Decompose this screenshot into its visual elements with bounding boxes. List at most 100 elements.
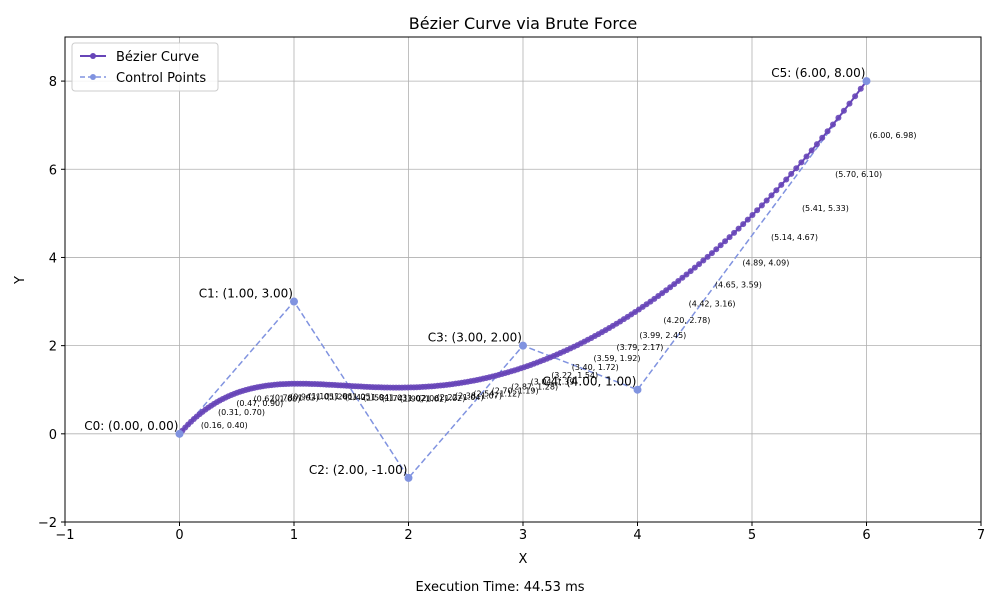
legend-curve-label: Bézier Curve (116, 50, 199, 65)
point-annotation: (5.41, 5.33) (802, 204, 849, 213)
x-tick-label: 1 (290, 528, 298, 543)
point-annotation: (1.74, 1.02) (382, 394, 429, 403)
x-tick-label: 2 (404, 528, 412, 543)
bezier-curve-point (824, 128, 831, 135)
point-annotation: (4.89, 4.09) (742, 258, 789, 267)
bezier-curve-point (740, 221, 747, 228)
execution-time: Execution Time: 44.53 ms (415, 580, 585, 595)
legend-control-label: Control Points (116, 71, 206, 86)
point-annotation: (0.62, 1.00) (253, 395, 300, 404)
bezier-curve-point (708, 250, 715, 257)
bezier-curve-point (857, 85, 864, 92)
point-annotation: (3.04, 1.39) (531, 378, 578, 387)
bezier-curve-point (713, 246, 720, 253)
legend-box (71, 42, 219, 92)
bezier-curve-point (835, 114, 842, 121)
bezier-curve-point (803, 153, 810, 160)
bezier-curve-point (731, 229, 738, 236)
x-tick-label: 3 (519, 528, 527, 543)
bezier-curve-point (808, 147, 815, 154)
bezier-curve-point (768, 192, 775, 199)
bezier-curve-point (829, 121, 836, 128)
point-annotation: (0.78, 1.03) (272, 393, 319, 402)
y-tick-label: 6 (49, 163, 57, 178)
x-tick-label: 4 (633, 528, 641, 543)
point-annotation: (1.26, 1.05) (327, 393, 374, 402)
point-annotation: (0.31, 0.70) (218, 408, 265, 417)
control-point-label: C3: (3.00, 2.00) (428, 331, 522, 345)
bezier-curve-point (846, 100, 853, 107)
point-annotation: (2.54, 1.12) (473, 389, 520, 398)
bezier-curve-point (778, 181, 785, 188)
point-annotation: (1.90, 1.01) (400, 394, 447, 403)
bezier-curve-point (735, 225, 742, 232)
point-annotation: (2.38, 1.07) (455, 392, 502, 401)
point-annotation: (0.94, 1.05) (290, 393, 337, 402)
bezier-curve-point (819, 134, 826, 141)
control-point-label: C4: (4.00, 1.00) (542, 375, 636, 389)
bezier-curve-point (683, 271, 690, 278)
control-point-label: C1: (1.00, 3.00) (199, 287, 293, 301)
point-annotation: (3.22, 1.54) (551, 371, 598, 380)
bezier-curve-point (749, 212, 756, 219)
point-annotation: (5.70, 6.10) (835, 170, 882, 179)
bezier-curve-point (758, 202, 765, 209)
bezier-curve-point (700, 257, 707, 264)
y-tick-label: −2 (38, 516, 57, 531)
bezier-curve (176, 78, 870, 437)
bezier-curve-point (763, 197, 770, 204)
bezier-curve-point (788, 170, 795, 177)
x-tick-label: 6 (862, 528, 870, 543)
y-tick-label: 8 (49, 75, 57, 90)
axes: −1 0 1 2 3 4 5 6 7 −2 0 2 4 6 8 (38, 36, 985, 543)
point-annotation: (3.99, 2.45) (639, 331, 686, 340)
point-annotation: (0.47, 0.90) (236, 399, 283, 408)
bezier-curve-point (813, 141, 820, 148)
legend: Bézier Curve Control Points (71, 42, 219, 92)
legend-control-marker (90, 74, 96, 80)
chart-title: Bézier Curve via Brute Force (409, 14, 637, 33)
control-point-marker (404, 473, 413, 482)
x-tick-label: 0 (175, 528, 183, 543)
control-point-marker (519, 341, 527, 350)
point-annotation: (4.42, 3.16) (689, 299, 736, 308)
point-annotation: (3.40, 1.72) (572, 363, 619, 372)
point-annotation: (6.00, 6.98) (870, 131, 917, 140)
point-annotation: (3.79, 2.17) (616, 343, 663, 352)
control-point-labels: C0: (0.00, 0.00) C1: (1.00, 3.00) C2: (2.0… (84, 66, 865, 477)
control-point-label: C0: (0.00, 0.00) (84, 419, 178, 433)
control-point-marker (290, 297, 298, 306)
control-point-label: C2: (2.00, -1.00) (309, 463, 408, 477)
bezier-curve-point (744, 216, 751, 223)
point-annotation: (2.22, 1.04) (437, 393, 484, 402)
x-tick-label: −1 (55, 528, 74, 543)
y-tick-label: 2 (49, 340, 57, 355)
bezier-curve-point (840, 107, 847, 114)
bezier-curve-point (717, 242, 724, 249)
bezier-curve-point (773, 187, 780, 194)
point-annotation: (0.16, 0.40) (201, 421, 248, 430)
point-annotation: (2.87, 1.28) (511, 382, 558, 391)
bezier-curve-point (691, 264, 698, 271)
bezier-curve-point (696, 261, 703, 268)
bezier-curve-point (783, 176, 790, 183)
y-axis-label: Y (13, 276, 28, 285)
point-annotation: (5.14, 4.67) (771, 233, 818, 242)
control-point-label: C5: (6.00, 8.00) (771, 66, 865, 80)
bezier-curve-point (722, 238, 729, 245)
bezier-curve-point (754, 207, 761, 214)
bezier-curve-point (798, 159, 805, 166)
point-annotation: (2.70, 1.19) (492, 386, 539, 395)
point-annotation: (1.58, 1.03) (363, 393, 410, 402)
point-annotation: (4.65, 3.59) (715, 281, 762, 290)
bezier-curve-point (793, 165, 800, 172)
control-point-marker (633, 385, 642, 394)
point-annotation: (1.10, 1.06) (308, 392, 355, 401)
y-tick-label: 4 (49, 251, 57, 266)
control-point-marker (175, 429, 184, 438)
point-annotation: (1.42, 1.04) (345, 393, 392, 402)
point-annotation: (4.20, 2.78) (663, 316, 710, 325)
control-polygon-line (178, 80, 868, 480)
point-annotation: (3.59, 1.92) (594, 354, 641, 363)
